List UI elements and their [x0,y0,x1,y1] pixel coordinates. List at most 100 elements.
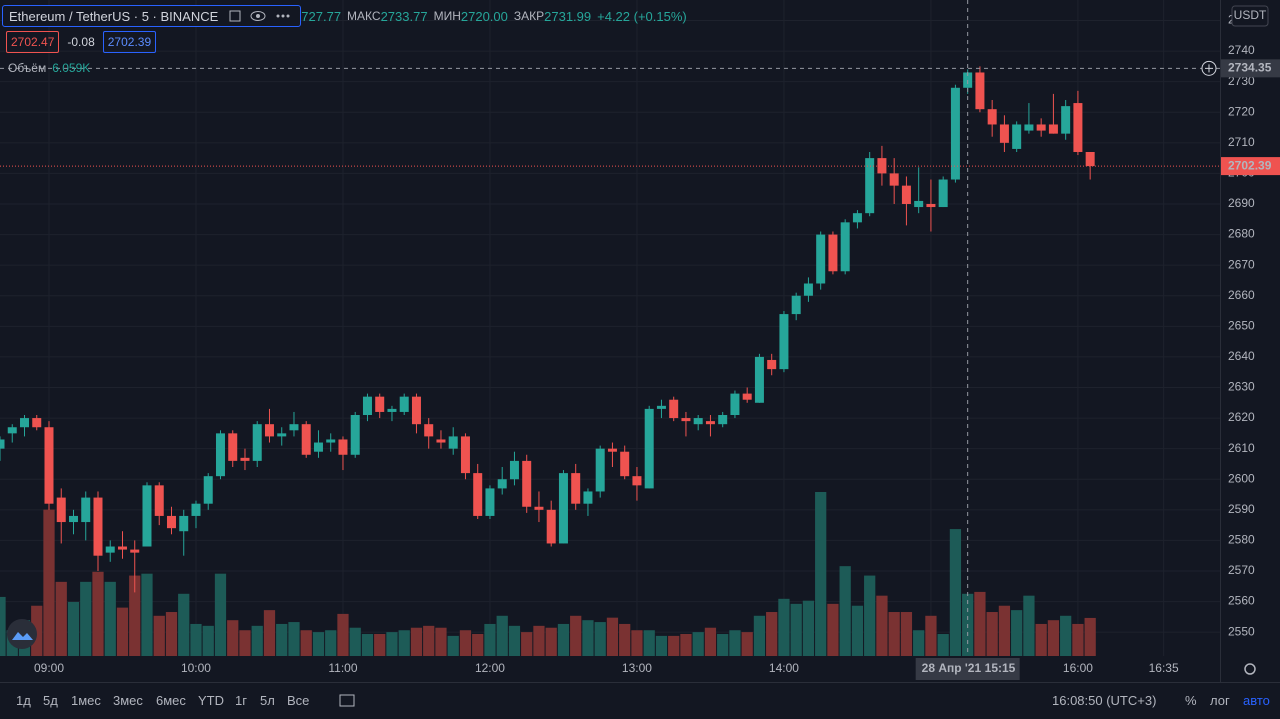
volume-bar [729,630,741,656]
volume-bar [300,630,312,656]
range-button[interactable]: 1мес [71,693,101,708]
candle-body [7,427,17,434]
volume-bar [190,623,202,656]
y-tick-label: 2560 [1228,594,1255,608]
range-button[interactable]: Все [287,693,310,708]
range-button[interactable]: 5д [43,693,58,708]
y-tick-label: 2580 [1228,533,1255,547]
volume-bar [153,615,165,656]
range-button[interactable]: 5л [260,693,275,708]
candle-body [473,473,483,516]
candle-body [277,433,287,437]
volume-bar [986,612,998,656]
candle-body [301,424,311,455]
volume-bar [851,605,864,656]
volume-bar [766,612,778,656]
candle-body [607,448,617,452]
candle-body [130,549,140,553]
range-button[interactable]: 6мес [156,693,186,708]
volume-bar [447,635,459,656]
volume-bar [655,635,668,656]
volume-bar [337,613,349,656]
volume-bar [839,566,851,656]
candle-body [228,433,238,461]
candle-body [767,359,777,370]
volume-bar [496,615,508,656]
candle-body [497,479,507,489]
candle-body [534,506,544,510]
y-tick-label: 2680 [1228,227,1255,241]
low: 2720.00 [460,8,508,24]
volume-bar [508,625,521,656]
candle-body [240,457,250,461]
bid[interactable]: 2702.47 [6,31,60,53]
price-axis [1220,0,1280,656]
volume-bar [55,581,67,656]
percent-toggle[interactable]: % [1185,693,1197,708]
volume-bar [288,622,300,656]
symbol-box[interactable]: Ethereum / TetherUS · 5 · BINANCE [2,5,302,27]
high: 2733.77 [380,8,428,24]
volume-bar [239,630,251,656]
ask[interactable]: 2702.39 [102,31,157,53]
volume-bar [31,605,43,656]
candle-body [154,485,164,516]
volume-bar [619,623,631,656]
candle-body [742,393,752,400]
candle-body [975,72,985,110]
volume-bar [1023,595,1035,656]
volume-bar [484,623,496,656]
volume-bar [704,627,717,656]
candle-body [681,418,691,422]
volume-bar [594,622,606,656]
volume-bar [227,620,239,656]
candle-body [754,356,764,403]
volume-bar [802,600,815,656]
volume-bar [312,632,325,656]
candle-body [509,460,519,480]
candle-body [264,424,274,437]
candle-body [865,158,875,214]
range-button[interactable]: 1д [16,693,31,708]
x-tick-label: 09:00 [34,661,64,675]
candle-body [669,399,679,419]
range-button[interactable]: YTD [198,693,224,708]
log-toggle[interactable]: лог [1210,693,1230,708]
volume-bar [974,591,986,656]
candle-body [375,396,385,412]
logo [7,619,37,649]
volume-bar [1084,617,1096,656]
volume-bar [876,595,888,656]
candle-body [81,497,91,523]
candle-body [485,488,495,516]
volume-bar [178,593,190,656]
candle-body [1073,103,1083,152]
crosshair-date: 28 Апр '21 [922,661,982,675]
logo-cloud [12,632,33,640]
volume-bar [949,529,962,656]
volume-bar [423,625,435,656]
volume-bar [692,632,704,656]
volume-bar [668,635,680,656]
range-button[interactable]: 3мес [113,693,143,708]
candle-body [718,415,728,425]
volume-name: Объём [8,61,47,75]
candle-body [840,222,850,272]
candle-body [56,497,66,523]
candle-body [1036,124,1046,131]
y-tick-label: 2660 [1228,288,1255,302]
candle-body [1085,151,1095,167]
y-tick-label: 2570 [1228,563,1255,577]
volume-bar [214,573,227,656]
close-label: ЗАКР [513,9,545,23]
candle-body [399,396,409,412]
candle-body [656,405,666,409]
auto-toggle[interactable]: авто [1243,693,1270,708]
range-button[interactable]: 1г [235,693,247,708]
candle-body [791,295,801,315]
volume-bar [888,612,900,656]
candle-body [546,509,556,544]
candle-body [313,442,323,452]
y-tick-label: 2640 [1228,349,1255,363]
y-tick-label: 2740 [1228,43,1255,57]
